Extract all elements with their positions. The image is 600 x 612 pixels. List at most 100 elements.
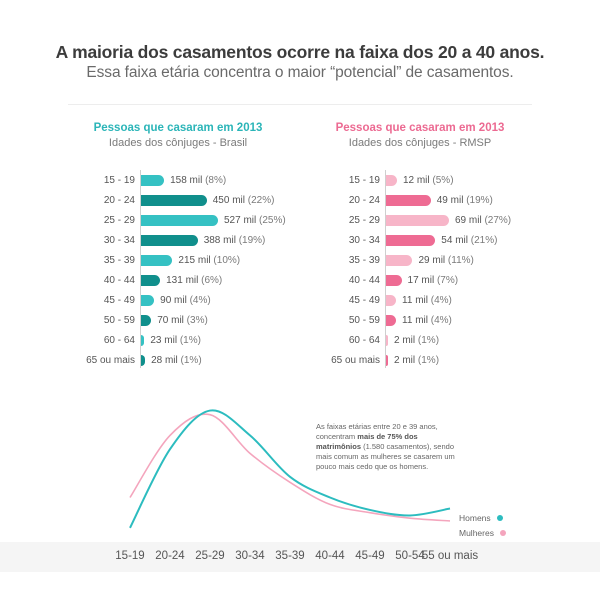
rmsp-data-label: 11 mil (4%) bbox=[402, 294, 452, 308]
x-tick-label: 25-29 bbox=[195, 550, 225, 562]
brasil-value-label: 70 mil bbox=[157, 314, 187, 326]
brasil-category-label: 30 - 34 bbox=[103, 234, 135, 246]
legend-mulheres: Mulheres bbox=[459, 528, 506, 538]
brasil-percent-label: (4%) bbox=[189, 294, 211, 306]
rmsp-category-label: 30 - 34 bbox=[348, 234, 380, 246]
rmsp-data-label: 49 mil (19%) bbox=[437, 194, 493, 208]
rmsp-percent-label: (4%) bbox=[430, 314, 452, 326]
rmsp-data-label: 11 mil (4%) bbox=[402, 314, 452, 328]
brasil-category-label: 45 - 49 bbox=[103, 294, 135, 306]
brasil-value-label: 450 mil bbox=[212, 194, 248, 206]
rmsp-percent-label: (5%) bbox=[432, 174, 454, 186]
brasil-data-label: 215 mil (10%) bbox=[178, 254, 240, 268]
rmsp-category-label: 50 - 59 bbox=[348, 314, 380, 326]
rmsp-category-label: 65 ou mais bbox=[331, 354, 380, 366]
page-subtitle: Essa faixa etária concentra o maior “pot… bbox=[86, 64, 514, 81]
rmsp-value-label: 2 mil bbox=[394, 334, 418, 346]
brasil-value-label: 90 mil bbox=[160, 294, 190, 306]
annotation-text-post: (1.580 casamentos), sendo mais comum as … bbox=[316, 442, 455, 471]
annotation-text-pre: As faixas etárias entre 20 e 39 anos, co… bbox=[316, 422, 438, 441]
rmsp-percent-label: (7%) bbox=[436, 274, 459, 286]
brasil-data-label: 23 mil (1%) bbox=[150, 334, 201, 348]
brasil-data-label: 388 mil (19%) bbox=[204, 234, 266, 248]
x-tick-label: 15-19 bbox=[115, 550, 145, 562]
x-tick-label: 50-54 bbox=[395, 550, 425, 562]
rmsp-value-label: 12 mil bbox=[402, 174, 433, 186]
brasil-value-label: 131 mil bbox=[166, 274, 202, 286]
brasil-value-label: 28 mil bbox=[151, 354, 181, 366]
x-axis-band bbox=[0, 542, 600, 572]
rmsp-panel-subtitle: Idades dos cônjuges - RMSP bbox=[348, 137, 492, 149]
brasil-bar bbox=[141, 255, 173, 266]
rmsp-bar bbox=[386, 195, 431, 206]
x-tick-label: 30-34 bbox=[235, 550, 265, 562]
divider bbox=[68, 104, 532, 105]
brasil-bar bbox=[141, 235, 198, 246]
rmsp-category-label: 25 - 29 bbox=[348, 214, 380, 226]
x-tick-label: 35-39 bbox=[275, 550, 305, 562]
rmsp-category-label: 35 - 39 bbox=[348, 254, 380, 266]
rmsp-category-label: 40 - 44 bbox=[348, 274, 380, 286]
rmsp-data-label: 17 mil (7%) bbox=[408, 274, 459, 288]
rmsp-percent-label: (1%) bbox=[417, 354, 440, 366]
rmsp-value-label: 49 mil bbox=[436, 194, 467, 206]
brasil-value-label: 388 mil bbox=[203, 234, 239, 246]
brasil-percent-label: (25%) bbox=[259, 214, 286, 226]
brasil-value-label: 215 mil bbox=[178, 254, 214, 266]
legend-homens: Homens bbox=[459, 513, 503, 523]
brasil-category-label: 60 - 64 bbox=[103, 334, 135, 346]
brasil-bar bbox=[141, 275, 161, 286]
rmsp-value-label: 29 mil bbox=[418, 254, 448, 266]
rmsp-data-label: 69 mil (27%) bbox=[455, 214, 511, 228]
brasil-bar bbox=[141, 195, 207, 206]
brasil-percent-label: (1%) bbox=[179, 334, 201, 346]
brasil-bar bbox=[141, 355, 146, 366]
brasil-bar bbox=[141, 175, 165, 186]
brasil-percent-label: (1%) bbox=[180, 354, 202, 366]
age-line-chart bbox=[129, 409, 451, 529]
rmsp-bar bbox=[386, 335, 388, 346]
x-tick-label: 45-49 bbox=[355, 550, 385, 562]
x-tick-label: 20-24 bbox=[155, 550, 185, 562]
rmsp-data-label: 2 mil (1%) bbox=[394, 354, 439, 368]
brasil-category-label: 25 - 29 bbox=[103, 214, 135, 226]
rmsp-data-label: 29 mil (11%) bbox=[418, 254, 473, 268]
brasil-data-label: 450 mil (22%) bbox=[213, 194, 275, 208]
rmsp-bar bbox=[386, 175, 397, 186]
rmsp-percent-label: (1%) bbox=[417, 334, 440, 346]
rmsp-category-label: 15 - 19 bbox=[348, 174, 380, 186]
brasil-bar bbox=[141, 315, 152, 326]
series-line-homens bbox=[129, 409, 451, 529]
brasil-panel-title: Pessoas que casaram em 2013 bbox=[93, 122, 263, 134]
brasil-category-label: 20 - 24 bbox=[103, 194, 135, 206]
brasil-panel-subtitle: Idades dos cônjuges - Brasil bbox=[108, 137, 248, 149]
rmsp-percent-label: (27%) bbox=[484, 214, 512, 226]
brasil-category-label: 50 - 59 bbox=[103, 314, 135, 326]
rmsp-percent-label: (21%) bbox=[470, 234, 498, 246]
legend-label-homens: Homens bbox=[459, 513, 491, 523]
brasil-bar bbox=[141, 215, 218, 226]
rmsp-category-label: 20 - 24 bbox=[348, 194, 380, 206]
brasil-category-label: 65 ou mais bbox=[86, 354, 135, 366]
rmsp-category-label: 45 - 49 bbox=[348, 294, 380, 306]
brasil-percent-label: (22%) bbox=[247, 194, 275, 206]
brasil-category-label: 15 - 19 bbox=[103, 174, 135, 186]
brasil-percent-label: (19%) bbox=[238, 234, 266, 246]
rmsp-value-label: 11 mil bbox=[402, 294, 431, 306]
rmsp-percent-label: (19%) bbox=[466, 194, 493, 206]
brasil-data-label: 158 mil (8%) bbox=[170, 174, 226, 188]
brasil-percent-label: (3%) bbox=[186, 314, 208, 326]
brasil-percent-label: (8%) bbox=[205, 174, 227, 186]
rmsp-bar bbox=[386, 355, 388, 366]
rmsp-panel-title: Pessoas que casaram em 2013 bbox=[335, 122, 505, 134]
legend-dot-homens bbox=[496, 515, 503, 521]
brasil-data-label: 90 mil (4%) bbox=[160, 294, 211, 308]
brasil-category-label: 40 - 44 bbox=[103, 274, 135, 286]
rmsp-category-label: 60 - 64 bbox=[348, 334, 380, 346]
brasil-data-label: 70 mil (3%) bbox=[157, 314, 208, 328]
rmsp-bar bbox=[386, 215, 449, 226]
rmsp-data-label: 2 mil (1%) bbox=[394, 334, 439, 348]
chart-annotation: As faixas etárias entre 20 e 39 anos, co… bbox=[316, 422, 464, 472]
rmsp-value-label: 2 mil bbox=[394, 354, 418, 366]
brasil-bar bbox=[141, 295, 155, 306]
